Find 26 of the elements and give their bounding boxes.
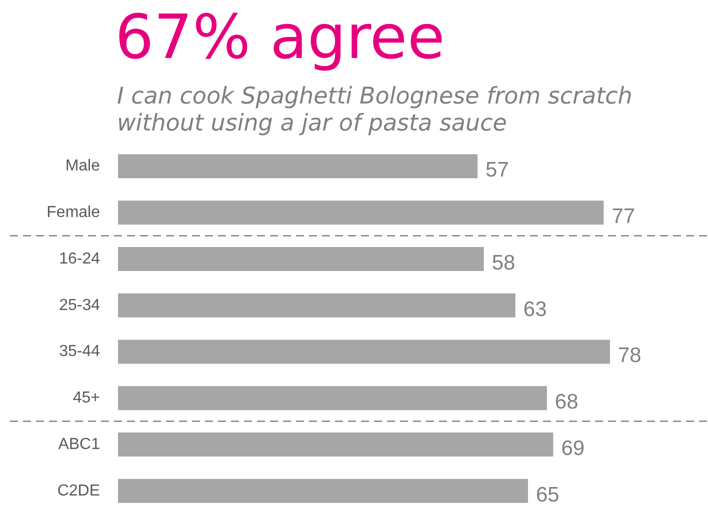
data-label: 69: [561, 436, 585, 460]
data-label: 63: [523, 298, 547, 321]
bar: [118, 432, 554, 456]
y-tick-label: 25-34: [59, 296, 100, 314]
y-tick-label: 35-44: [59, 343, 100, 360]
bar: [118, 340, 610, 364]
data-label: 77: [612, 205, 636, 228]
bar: [118, 386, 547, 410]
y-tick-label: 45+: [72, 390, 100, 407]
data-label: 65: [536, 483, 560, 506]
y-tick-label: ABC1: [58, 436, 100, 453]
y-tick-label: Male: [65, 158, 100, 175]
bar: [118, 246, 484, 271]
data-label: 78: [618, 344, 642, 368]
data-label: 57: [486, 158, 509, 182]
chart-subtitle: I can cook Spaghetti Bolognese from scratch without using a jar of pasta sauce: [117, 84, 632, 136]
data-label: 68: [554, 390, 578, 414]
y-tick-label: C2DE: [57, 482, 100, 500]
y-tick-label: 16-24: [59, 250, 100, 268]
bar: [118, 154, 478, 178]
y-tick-label: Female: [46, 204, 100, 222]
bar: [118, 200, 604, 225]
chart-title: 67% agree: [115, 2, 445, 73]
bar: [118, 478, 528, 503]
bar: [118, 293, 516, 318]
data-label: 58: [492, 251, 516, 274]
